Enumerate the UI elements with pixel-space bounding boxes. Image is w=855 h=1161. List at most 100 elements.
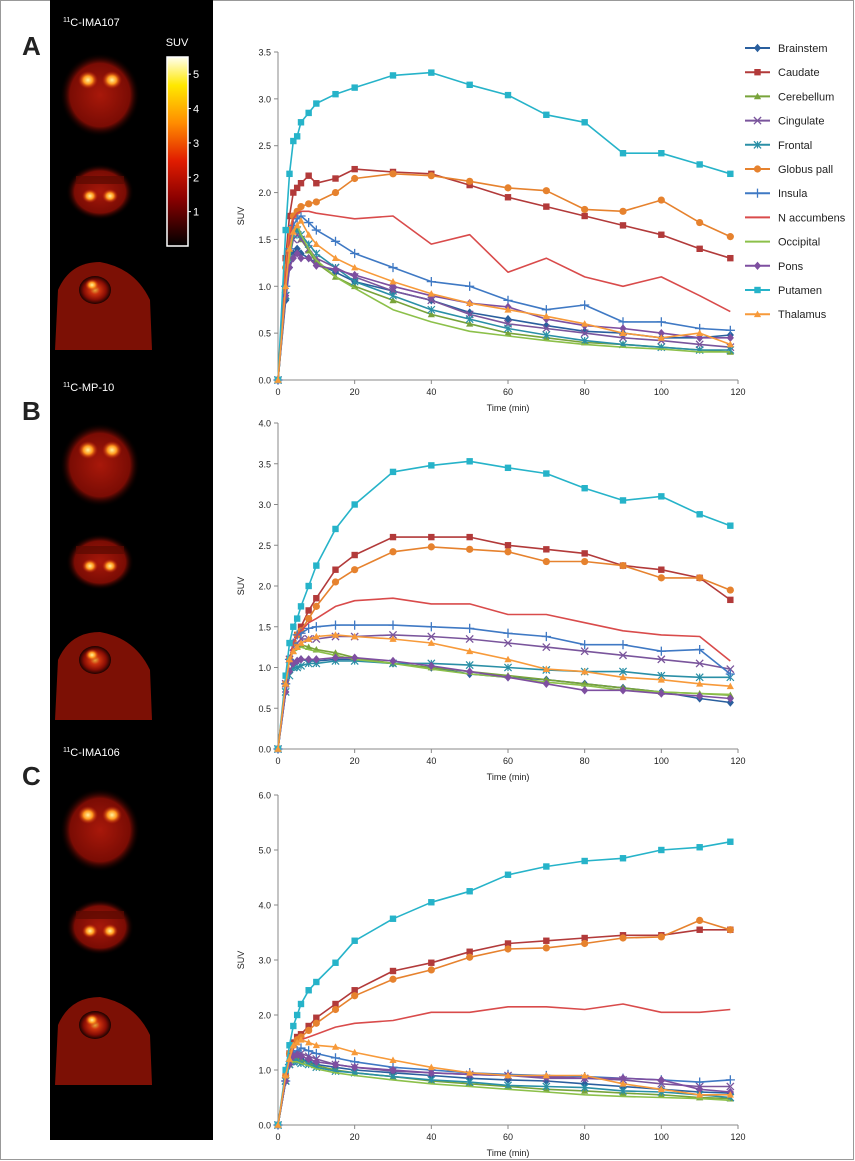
colorbar-tick-label: 5 [193, 69, 199, 81]
marker [727, 839, 733, 845]
tracer-mass: 11 [63, 382, 70, 389]
marker [619, 934, 626, 941]
marker [294, 133, 300, 139]
marker [428, 543, 435, 550]
y-axis-label: SUV [236, 577, 246, 596]
marker [332, 175, 338, 181]
marker [696, 844, 702, 850]
y-tick-label: 4.0 [258, 901, 271, 911]
y-tick-label: 1.0 [258, 663, 271, 673]
marker [351, 566, 358, 573]
marker [298, 180, 304, 186]
marker [351, 166, 357, 172]
legend-label: Frontal [778, 140, 812, 152]
marker [581, 485, 587, 491]
panel-letter: C [22, 761, 41, 791]
marker [581, 550, 587, 556]
marker [298, 119, 304, 125]
marker [727, 171, 733, 177]
marker [727, 926, 734, 933]
x-tick-label: 100 [654, 1132, 669, 1142]
tracer-mass: 11 [63, 747, 70, 754]
marker [466, 534, 472, 540]
marker [466, 82, 472, 88]
y-tick-label: 4.0 [258, 419, 271, 429]
x-tick-label: 80 [580, 1132, 590, 1142]
marker [581, 940, 588, 947]
tracer-label: 11C-IMA107 [63, 17, 120, 29]
marker [727, 597, 733, 603]
marker [505, 542, 511, 548]
marker [504, 945, 511, 952]
marker [696, 161, 702, 167]
marker [305, 1027, 312, 1034]
x-tick-label: 120 [730, 1132, 745, 1142]
marker [504, 184, 511, 191]
marker [658, 493, 664, 499]
colorbar-tick-label: 3 [193, 138, 199, 150]
y-tick-label: 2.5 [258, 141, 271, 151]
tracer-mass: 11 [63, 17, 70, 24]
marker [390, 968, 396, 974]
marker [658, 232, 664, 238]
marker [332, 91, 338, 97]
marker [332, 526, 338, 532]
x-tick-label: 40 [426, 756, 436, 766]
marker [466, 954, 473, 961]
marker [543, 470, 549, 476]
marker [620, 150, 626, 156]
x-tick-label: 60 [503, 1132, 513, 1142]
marker [332, 578, 339, 585]
marker [428, 172, 435, 179]
marker [696, 574, 703, 581]
marker [313, 198, 320, 205]
x-tick-label: 40 [426, 1132, 436, 1142]
y-tick-label: 2.0 [258, 188, 271, 198]
marker [332, 960, 338, 966]
legend-label: Occipital [778, 237, 820, 249]
legend-label: Insula [778, 188, 808, 200]
marker [658, 933, 665, 940]
marker [581, 206, 588, 213]
panel-letter: B [22, 396, 41, 426]
y-tick-label: 0.0 [258, 376, 271, 386]
x-tick-label: 0 [275, 1132, 280, 1142]
x-tick-label: 80 [580, 756, 590, 766]
marker [305, 200, 312, 207]
marker [466, 888, 472, 894]
marker [543, 112, 549, 118]
legend-label: Putamen [778, 285, 822, 297]
x-tick-label: 40 [426, 387, 436, 397]
y-tick-label: 3.0 [258, 94, 271, 104]
y-tick-label: 2.5 [258, 541, 271, 551]
marker [298, 1001, 304, 1007]
marker [754, 69, 760, 75]
marker [543, 944, 550, 951]
marker [294, 615, 300, 621]
y-tick-label: 3.0 [258, 956, 271, 966]
marker [658, 150, 664, 156]
legend-label: Brainstem [778, 43, 828, 55]
colorbar-tick-label: 4 [193, 104, 199, 116]
legend-label: N accumbens [778, 212, 846, 224]
x-tick-label: 20 [350, 1132, 360, 1142]
x-tick-label: 0 [275, 756, 280, 766]
marker [727, 586, 734, 593]
x-tick-label: 60 [503, 387, 513, 397]
marker [658, 574, 665, 581]
marker [428, 899, 434, 905]
marker [290, 1023, 296, 1029]
marker [543, 558, 550, 565]
marker [351, 501, 357, 507]
x-tick-label: 0 [275, 387, 280, 397]
marker [282, 227, 288, 233]
x-tick-label: 100 [654, 756, 669, 766]
x-tick-label: 60 [503, 756, 513, 766]
y-tick-label: 3.5 [258, 459, 271, 469]
marker [313, 595, 319, 601]
y-axis-label: SUV [236, 207, 246, 226]
marker [696, 246, 702, 252]
x-axis-label: Time (min) [487, 403, 530, 413]
marker [389, 170, 396, 177]
marker [305, 110, 311, 116]
